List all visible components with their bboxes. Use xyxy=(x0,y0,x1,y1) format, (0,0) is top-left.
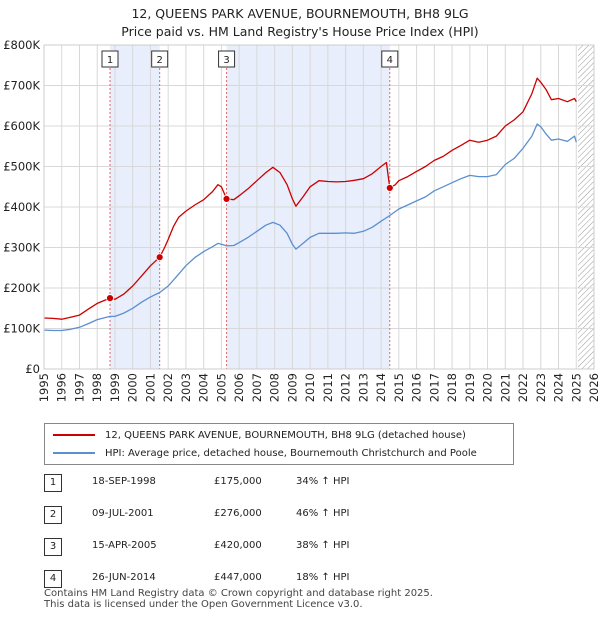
x-tick-label: 2008 xyxy=(268,373,282,402)
sale-point xyxy=(155,253,164,262)
x-tick-label: 2001 xyxy=(143,373,157,402)
sale-date: 18-SEP-1998 xyxy=(92,476,156,487)
sale-marker-label: 4 xyxy=(387,55,393,66)
y-tick-label: £0 xyxy=(25,362,40,376)
x-tick-label: 1997 xyxy=(72,373,86,402)
x-tick-label: 1996 xyxy=(55,373,69,402)
y-tick-label: £600K xyxy=(3,119,40,133)
x-tick-label: 2000 xyxy=(126,373,140,402)
sale-marker-label: 2 xyxy=(156,55,162,66)
x-tick-label: 2019 xyxy=(463,373,477,402)
x-tick-label: 2013 xyxy=(356,373,370,402)
legend: 12, QUEENS PARK AVENUE, BOURNEMOUTH, BH8… xyxy=(44,423,514,465)
x-tick-label: 2023 xyxy=(534,373,548,402)
legend-label-hpi: HPI: Average price, detached house, Bour… xyxy=(105,447,477,459)
sale-row: 1 18-SEP-1998 £175,000 34% ↑ HPI xyxy=(44,472,544,494)
sale-marker-label: 3 xyxy=(223,55,229,66)
sale-marker-box xyxy=(218,50,236,68)
sale-point xyxy=(385,184,394,192)
legend-label-property: 12, QUEENS PARK AVENUE, BOURNEMOUTH, BH8… xyxy=(105,429,466,441)
sale-hpi-change: 34% ↑ HPI xyxy=(296,476,350,487)
x-tick-label: 2026 xyxy=(587,373,600,402)
x-tick-label: 2024 xyxy=(552,373,566,402)
chart-title-line1: 12, QUEENS PARK AVENUE, BOURNEMOUTH, BH8… xyxy=(131,6,469,21)
hpi-series-line xyxy=(43,123,577,332)
sale-marker-label: 1 xyxy=(107,55,113,66)
x-tick-label: 2012 xyxy=(339,373,353,402)
sale-number-badge: 1 xyxy=(44,474,62,492)
y-tick-label: £100K xyxy=(3,322,40,336)
legend-item-hpi: HPI: Average price, detached house, Bour… xyxy=(53,444,477,462)
x-tick-label: 2004 xyxy=(197,373,211,402)
price-chart: 1 2 3 4 £0 £100K £200K £300K £400K £500K £600K £70… xyxy=(3,38,600,402)
sale-row: 3 15-APR-2005 £420,000 38% ↑ HPI xyxy=(44,536,544,558)
x-tick-label: 1995 xyxy=(37,373,51,402)
x-tick-label: 2006 xyxy=(232,373,246,402)
x-tick-label: 2014 xyxy=(374,373,388,402)
y-tick-label: £300K xyxy=(3,241,40,255)
sale-date: 15-APR-2005 xyxy=(92,540,157,551)
sale-point xyxy=(222,194,231,203)
legend-swatch-hpi xyxy=(53,452,95,454)
legend-swatch-property xyxy=(53,434,95,436)
sale-price: £276,000 xyxy=(214,508,262,519)
property-series-line xyxy=(43,77,577,320)
sale-price: £447,000 xyxy=(214,572,262,583)
footer-line-1: Contains HM Land Registry data © Crown c… xyxy=(44,588,433,599)
sale-row: 2 09-JUL-2001 £276,000 46% ↑ HPI xyxy=(44,504,544,526)
sale-price: £175,000 xyxy=(214,476,262,487)
x-tick-label: 1999 xyxy=(108,373,122,402)
chart-title-line2: Price paid vs. HM Land Registry's House … xyxy=(121,24,479,39)
sale-date: 26-JUN-2014 xyxy=(92,572,156,583)
y-tick-label: £800K xyxy=(3,38,40,52)
sale-price: £420,000 xyxy=(214,540,262,551)
sale-row: 4 26-JUN-2014 £447,000 18% ↑ HPI xyxy=(44,568,544,590)
y-tick-label: £700K xyxy=(3,79,40,93)
x-tick-label: 2003 xyxy=(179,373,193,402)
sale-number-badge: 3 xyxy=(44,538,62,556)
x-tick-label: 2021 xyxy=(498,373,512,402)
y-tick-label: £400K xyxy=(3,200,40,214)
x-tick-label: 2025 xyxy=(569,373,583,402)
sale-hpi-change: 38% ↑ HPI xyxy=(296,540,350,551)
sale-number-badge: 4 xyxy=(44,570,62,588)
x-tick-label: 2015 xyxy=(392,373,406,402)
x-tick-label: 2002 xyxy=(161,373,175,402)
x-tick-label: 2016 xyxy=(410,373,424,402)
x-tick-label: 2009 xyxy=(285,373,299,402)
x-tick-label: 2010 xyxy=(303,373,317,402)
x-tick-label: 2011 xyxy=(321,373,335,402)
footer-line-2: This data is licensed under the Open Gov… xyxy=(44,599,363,610)
y-tick-label: £500K xyxy=(3,160,40,174)
x-tick-label: 2020 xyxy=(481,373,495,402)
x-tick-label: 2007 xyxy=(250,373,264,402)
x-tick-label: 2022 xyxy=(516,373,530,402)
sale-date: 09-JUL-2001 xyxy=(92,508,154,519)
y-tick-label: £200K xyxy=(3,281,40,295)
sale-marker-box xyxy=(151,50,169,68)
sale-hpi-change: 18% ↑ HPI xyxy=(296,572,350,583)
footer-attribution: Contains HM Land Registry data © Crown c… xyxy=(44,588,433,610)
sale-marker-box xyxy=(381,50,399,68)
sale-point xyxy=(106,294,114,303)
sale-number-badge: 2 xyxy=(44,506,62,524)
x-tick-label: 2018 xyxy=(445,373,459,402)
legend-item-property: 12, QUEENS PARK AVENUE, BOURNEMOUTH, BH8… xyxy=(53,426,466,444)
x-tick-label: 2005 xyxy=(214,373,228,402)
plot-area-border xyxy=(43,44,595,370)
sale-marker-box xyxy=(101,50,119,68)
sale-hpi-change: 46% ↑ HPI xyxy=(296,508,350,519)
x-tick-label: 2017 xyxy=(427,373,441,402)
x-tick-label: 1998 xyxy=(90,373,104,402)
